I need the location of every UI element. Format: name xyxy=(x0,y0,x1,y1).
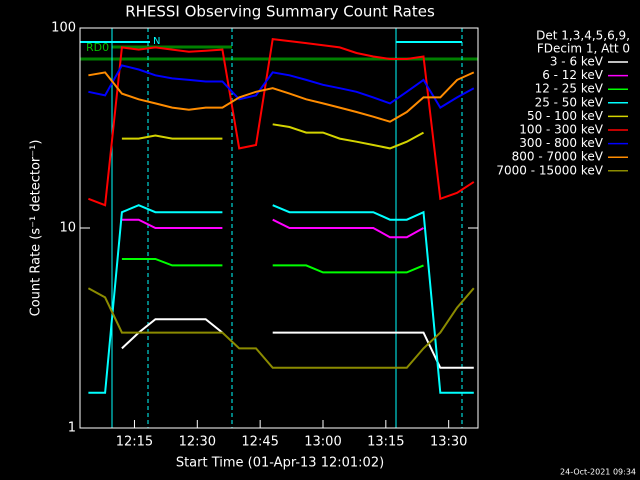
legend-label: 3 - 6 keV xyxy=(550,55,604,69)
x-axis-label: Start Time (01-Apr-13 12:01:02) xyxy=(176,456,384,471)
y-axis-label: Count Rate (s⁻¹ detector⁻¹) xyxy=(29,140,44,317)
y-tick-label: 100 xyxy=(51,21,76,36)
legend-label: 12 - 25 keV xyxy=(535,82,604,96)
series-line xyxy=(121,123,424,150)
x-tick-label: 13:00 xyxy=(304,435,341,450)
legend-label: 6 - 12 keV xyxy=(542,68,604,82)
annotation: N xyxy=(153,36,160,47)
series-line xyxy=(88,204,474,394)
plot-area xyxy=(87,37,475,394)
x-tick-label: 13:30 xyxy=(430,435,467,450)
legend-label: 800 - 7000 keV xyxy=(512,150,604,164)
x-tick-label: 12:45 xyxy=(241,435,278,450)
legend-header: FDecim 1, Att 0 xyxy=(537,42,630,56)
series-line xyxy=(88,64,475,109)
x-tick-label: 12:30 xyxy=(179,435,216,450)
legend-label: 50 - 100 keV xyxy=(527,109,604,123)
series-line xyxy=(88,37,475,207)
annotation: RD0 xyxy=(86,41,109,54)
series-line xyxy=(88,71,475,123)
timestamp: 24-Oct-2021 09:34 xyxy=(560,468,636,477)
legend-label: 300 - 800 keV xyxy=(519,136,603,150)
legend-label: 100 - 300 keV xyxy=(519,123,603,137)
series-line xyxy=(87,287,475,369)
x-tick-label: 12:15 xyxy=(116,435,153,450)
series-line xyxy=(121,318,474,369)
y-tick-label: 1 xyxy=(68,421,76,436)
chart-title: RHESSI Observing Summary Count Rates xyxy=(125,3,435,21)
legend-header: Det 1,3,4,5,6,9, xyxy=(536,29,630,43)
series-line xyxy=(121,258,424,274)
series-line xyxy=(121,218,424,239)
legend-label: 25 - 50 keV xyxy=(535,95,604,109)
y-tick-label: 10 xyxy=(59,221,76,236)
x-tick-label: 13:15 xyxy=(367,435,404,450)
legend-label: 7000 - 15000 keV xyxy=(496,163,603,177)
